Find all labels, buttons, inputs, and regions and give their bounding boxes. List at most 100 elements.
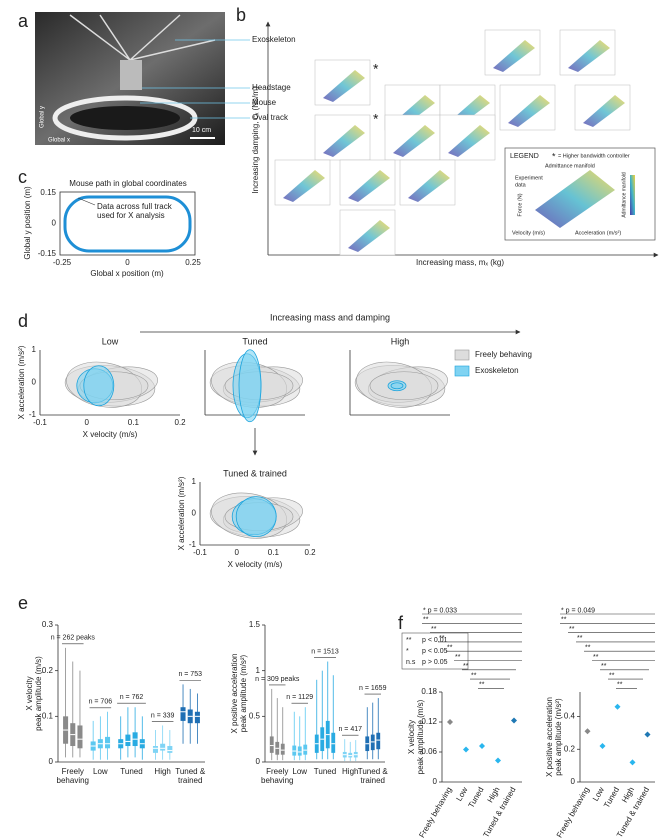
legend-text: Exoskeleton xyxy=(475,366,519,375)
sig-text: p > 0.05 xyxy=(422,659,448,666)
track-inner xyxy=(70,106,180,130)
subplot-title: High xyxy=(391,336,410,346)
x-tick-label: Freely behaving xyxy=(555,786,591,839)
manifold xyxy=(535,170,615,228)
annotation: used for X analysis xyxy=(97,211,165,220)
thumb-surface xyxy=(583,95,625,127)
box xyxy=(297,746,302,756)
exoskeleton-arms xyxy=(69,14,216,61)
star: * xyxy=(373,111,379,127)
mouse-path xyxy=(63,195,192,253)
thumb-surface xyxy=(323,70,365,102)
y-tick-label: 0.1 xyxy=(42,711,54,720)
x-tick-label: Low xyxy=(454,785,469,802)
x-tick-label: -0.25 xyxy=(53,258,72,267)
sig-label: ** xyxy=(455,654,461,661)
sig-label: ** xyxy=(617,682,623,689)
sig-label: ** xyxy=(609,672,615,679)
box xyxy=(125,734,131,747)
thumb-surface xyxy=(508,95,550,127)
sig-label: ** xyxy=(471,672,477,679)
x-tick-label: Tuned & trained xyxy=(358,767,389,785)
thumb-surface xyxy=(283,170,325,202)
thumb-surface xyxy=(448,125,490,157)
legend-text: Force (N) xyxy=(517,193,523,216)
y-tick-label: 0.5 xyxy=(249,711,261,720)
dot xyxy=(644,731,651,738)
x-tick-label: -0.1 xyxy=(193,548,207,557)
axis-label: Global y xyxy=(40,106,46,128)
scale-label: 10 cm xyxy=(192,127,211,134)
sig-label: ** xyxy=(439,635,445,642)
thumb-surface xyxy=(348,220,390,252)
box xyxy=(152,746,158,753)
y-axis-label: X acceleration (m/s²) xyxy=(177,476,186,550)
sig-label: ** xyxy=(601,663,607,670)
y-tick-label: 1.5 xyxy=(249,620,261,629)
x-tick-label: Tuned xyxy=(314,767,336,776)
x-tick-label: Tuned xyxy=(120,767,142,776)
axis-label: Global x xyxy=(48,138,70,144)
box xyxy=(376,732,381,750)
y-tick-label: 0 xyxy=(571,777,576,786)
x-tick-label: Freely behaving xyxy=(417,786,453,839)
y-tick-label: 0.18 xyxy=(421,687,437,696)
sig-label: ** xyxy=(561,617,567,624)
box xyxy=(77,725,83,749)
box xyxy=(167,746,173,753)
legend-title: LEGEND xyxy=(510,153,539,160)
exo-hull xyxy=(238,349,262,423)
sig-label: ** xyxy=(577,635,583,642)
dot xyxy=(479,743,485,749)
legend-swatch-blue xyxy=(454,365,470,377)
exo-hull xyxy=(83,365,115,407)
n-label: n = 1513 xyxy=(311,648,339,655)
x-tick-label: High xyxy=(486,786,502,805)
y-axis-label: X positive acceleration xyxy=(545,697,554,777)
sig-label: ** xyxy=(431,626,437,633)
sig-label: ** xyxy=(463,663,469,670)
y-axis-label: X positive acceleration xyxy=(230,653,239,733)
box xyxy=(194,711,200,724)
thumb-surface xyxy=(348,170,390,202)
y-axis-label: peak amplitude (m/s) xyxy=(34,656,43,731)
y-axis-label: X acceleration (m/s²) xyxy=(17,345,26,419)
sig-symbol: n.s xyxy=(406,659,416,666)
dot xyxy=(463,746,469,753)
x-tick-label: Low xyxy=(292,767,307,776)
y-tick-label: 0.12 xyxy=(421,717,437,726)
y-tick-label: 0 xyxy=(192,509,197,518)
box xyxy=(331,732,336,753)
x-tick-label: Freely behaving xyxy=(57,767,89,785)
thumb-surface xyxy=(568,40,610,72)
star: * xyxy=(373,61,379,77)
y-axis-label: X velocity xyxy=(407,720,416,754)
y-tick-label: 0 xyxy=(32,378,37,387)
y-tick-label: -1 xyxy=(189,540,197,549)
legend-text: data xyxy=(515,182,527,188)
dot xyxy=(447,719,453,725)
panel-label: a xyxy=(18,11,29,31)
thumb-surface xyxy=(493,40,535,72)
y-tick-label: 1 xyxy=(32,345,37,354)
box xyxy=(180,707,186,721)
box xyxy=(269,736,274,753)
y-axis-label: X velocity xyxy=(25,676,34,710)
subplot-title: Low xyxy=(102,336,119,346)
dot xyxy=(614,703,621,710)
y-axis-label: Increasing damping, cₓ (Ns/m) xyxy=(251,86,260,193)
plot-title: Mouse path in global coordinates xyxy=(69,179,186,188)
y-tick-label: 0.15 xyxy=(40,188,56,197)
exo-hull xyxy=(235,496,277,538)
x-tick-label: Tuned xyxy=(467,786,486,810)
y-tick-label: 0 xyxy=(49,757,54,766)
x-tick-label: 0.25 xyxy=(185,258,201,267)
panel-label: d xyxy=(18,311,28,331)
subplot-title: Tuned & trained xyxy=(223,468,287,478)
sig-text: p < 0.01 xyxy=(422,637,448,644)
sig-label: ** xyxy=(569,626,575,633)
x-axis-label: X velocity (m/s) xyxy=(228,560,283,569)
thumbnails xyxy=(274,29,631,256)
dot xyxy=(599,743,606,749)
